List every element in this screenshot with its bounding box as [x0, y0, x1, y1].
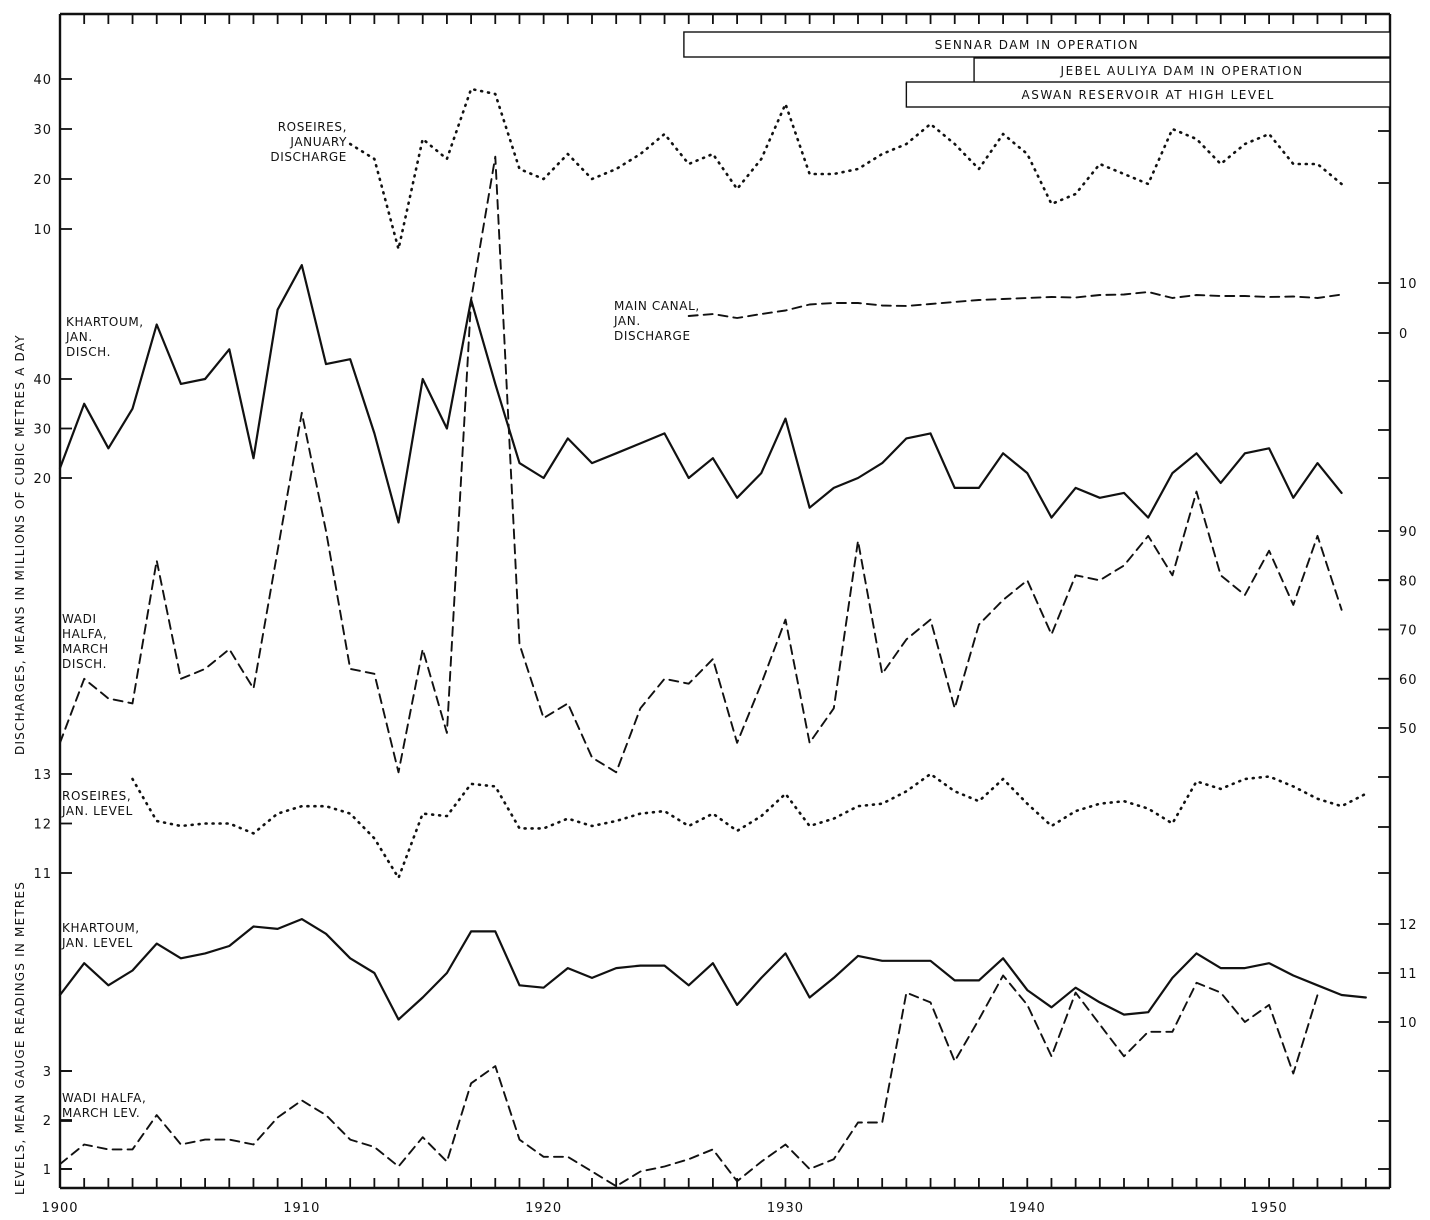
series-label-line: ROSEIRES, — [278, 120, 347, 134]
series-line — [58, 917, 1367, 1021]
y-tick-label-right: 0 — [1399, 327, 1408, 342]
series-line — [59, 974, 1319, 1188]
y-tick-label-right: 60 — [1399, 673, 1418, 688]
y-tick-label-left: 30 — [33, 423, 52, 438]
y-tick-label-left: 10 — [33, 223, 52, 238]
y-tick-label-right: 80 — [1399, 574, 1418, 589]
series-label-line: KHARTOUM, — [62, 921, 140, 935]
y-tick-label-left: 20 — [33, 173, 52, 188]
series-label-line: DISCH. — [66, 345, 111, 359]
y-tick-label-left: 12 — [33, 818, 52, 833]
series-label-line: DISCHARGE — [614, 329, 691, 343]
y-tick-label-right: 10 — [1399, 277, 1418, 292]
operation-periods: SENNAR DAM IN OPERATION JEBEL AULIYA DAM … — [683, 31, 1391, 108]
x-tick-label: 1920 — [525, 1201, 562, 1216]
series-group — [58, 87, 1368, 1188]
series-label-line: MARCH LEV. — [62, 1106, 140, 1120]
y-tick-label-right: 12 — [1399, 918, 1418, 933]
series-line — [58, 264, 1343, 524]
series-label-line: MAIN CANAL, — [614, 299, 700, 313]
y-tick-label-left: 40 — [33, 73, 52, 88]
y-tick-label-left: 40 — [33, 373, 52, 388]
series-label-line: JAN. LEVEL — [61, 936, 133, 950]
y-tick-label-right: 10 — [1399, 1016, 1418, 1031]
y-tick-label-right: 11 — [1399, 967, 1418, 982]
y-axes: 1020304001020304050607080901112131011121… — [33, 73, 1418, 1178]
series-label-line: JANUARY — [289, 135, 347, 149]
series-label-line: WADI — [62, 612, 97, 626]
y-tick-label-left: 20 — [33, 472, 52, 487]
x-tick-label: 1900 — [41, 1201, 78, 1216]
y-tick-label-right: 50 — [1399, 722, 1418, 737]
series-label-line: HALFA, — [62, 627, 107, 641]
plot-frame — [58, 12, 1392, 1190]
series-line — [687, 291, 1343, 319]
y-tick-label-left: 1 — [43, 1163, 52, 1178]
x-tick-label: 1940 — [1009, 1201, 1046, 1216]
operation-period-box — [905, 81, 1391, 108]
series-line — [131, 772, 1368, 880]
x-tick-label: 1950 — [1251, 1201, 1288, 1216]
series-label-line: JAN. — [613, 314, 641, 328]
operation-period-label: JEBEL AULIYA DAM IN OPERATION — [1060, 64, 1304, 78]
series-label: KHARTOUM, JAN. DISCH. — [65, 315, 144, 359]
y-tick-label-left: 2 — [43, 1114, 52, 1129]
operation-period-box — [973, 57, 1391, 84]
series-line — [59, 155, 1343, 774]
series-label: WADI HALFA, MARCH DISCH. — [62, 612, 109, 671]
series-label: ROSEIRES, JAN. LEVEL — [61, 789, 133, 818]
series-label-line: ROSEIRES, — [62, 789, 131, 803]
series-label-line: DISCH. — [62, 657, 107, 671]
series-label: ROSEIRES, JANUARY DISCHARGE — [270, 120, 347, 164]
y-axis-title-upper: DISCHARGES, MEANS IN MILLIONS OF CUBIC M… — [13, 334, 27, 755]
series-label-line: KHARTOUM, — [66, 315, 144, 329]
series-label-line: JAN. — [65, 330, 93, 344]
x-tick-label: 1910 — [283, 1201, 320, 1216]
series-label: MAIN CANAL, JAN. DISCHARGE — [613, 299, 700, 343]
series-label-line: DISCHARGE — [270, 150, 347, 164]
operation-period-label: SENNAR DAM IN OPERATION — [935, 38, 1139, 52]
series-label-line: WADI HALFA, — [62, 1091, 146, 1105]
series-line — [348, 87, 1343, 251]
y-axis-title-lower: LEVELS, MEAN GAUGE READINGS IN METRES — [13, 881, 27, 1195]
y-tick-label-left: 3 — [43, 1065, 52, 1080]
series-label: WADI HALFA, MARCH LEV. — [62, 1091, 146, 1120]
y-tick-label-left: 11 — [33, 867, 52, 882]
x-axis: 1900 1910 1920 1930 1940 1950 — [41, 14, 1391, 1216]
series-label-line: JAN. LEVEL — [61, 804, 133, 818]
y-tick-label-right: 90 — [1399, 525, 1418, 540]
y-tick-label-right: 70 — [1399, 624, 1418, 639]
y-tick-label-left: 13 — [33, 768, 52, 783]
series-label-line: MARCH — [62, 642, 109, 656]
operation-period-label: ASWAN RESERVOIR AT HIGH LEVEL — [1022, 88, 1275, 102]
operation-period-box — [683, 31, 1391, 58]
x-tick-label: 1930 — [767, 1201, 804, 1216]
y-tick-label-left: 30 — [33, 123, 52, 138]
series-label: KHARTOUM, JAN. LEVEL — [61, 921, 140, 950]
